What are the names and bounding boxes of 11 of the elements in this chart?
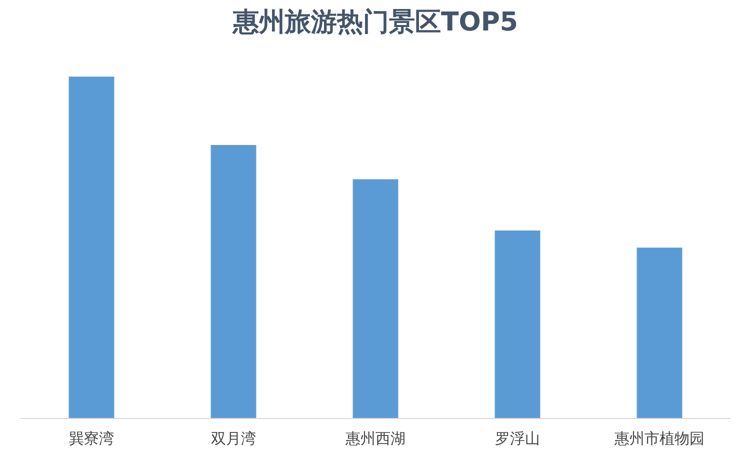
bar (210, 145, 256, 418)
x-tick-label: 惠州西湖 (344, 430, 406, 448)
chart-title: 惠州旅游热门景区TOP5 (232, 8, 518, 38)
bar (636, 248, 682, 418)
bar (68, 76, 114, 418)
x-tick-label: 巽寮湾 (69, 430, 114, 448)
bar (494, 230, 540, 418)
x-tick-label: 罗浮山 (495, 430, 540, 448)
x-tick-label: 惠州市植物园 (614, 430, 704, 448)
x-tick-label: 双月湾 (211, 430, 256, 448)
bar (352, 179, 398, 418)
